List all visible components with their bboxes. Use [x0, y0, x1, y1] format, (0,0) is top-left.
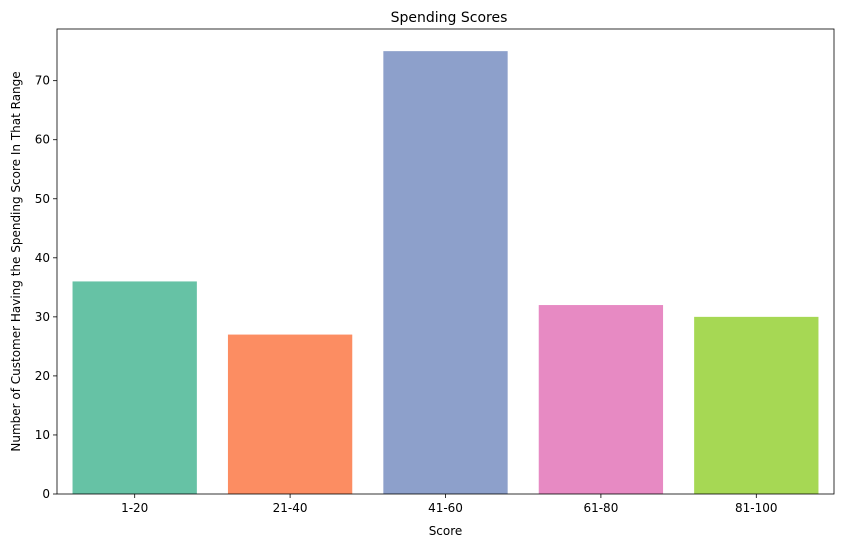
bar-1-20: [72, 281, 197, 494]
y-tick-label: 70: [35, 74, 50, 88]
bar-61-80: [538, 305, 664, 494]
y-tick-label: 60: [35, 133, 50, 147]
x-axis-ticks: 1-20 21-40 41-60 61-80 81-100: [121, 494, 778, 515]
y-tick-label: 50: [35, 192, 50, 206]
bar-21-40: [227, 334, 353, 494]
x-axis-label: Score: [429, 524, 463, 538]
x-tick-label: 81-100: [735, 501, 778, 515]
bar-81-100: [694, 316, 819, 494]
y-tick-label: 20: [35, 369, 50, 383]
bar-41-60: [383, 51, 508, 495]
y-tick-label: 30: [35, 310, 50, 324]
x-tick-label: 1-20: [121, 501, 148, 515]
chart-title: Spending Scores: [391, 10, 508, 26]
x-tick-label: 61-80: [583, 501, 618, 515]
y-tick-label: 10: [35, 428, 50, 442]
y-axis-ticks: 0 10 20 30 40 50 60 70: [35, 74, 57, 501]
x-tick-label: 41-60: [428, 501, 463, 515]
bars-group: [72, 51, 819, 495]
y-axis-label: Number of Customer Having the Spending S…: [9, 71, 23, 451]
y-tick-label: 40: [35, 251, 50, 265]
plot-frame: [56, 28, 835, 495]
x-tick-label: 21-40: [273, 501, 308, 515]
y-tick-label: 0: [42, 487, 50, 501]
